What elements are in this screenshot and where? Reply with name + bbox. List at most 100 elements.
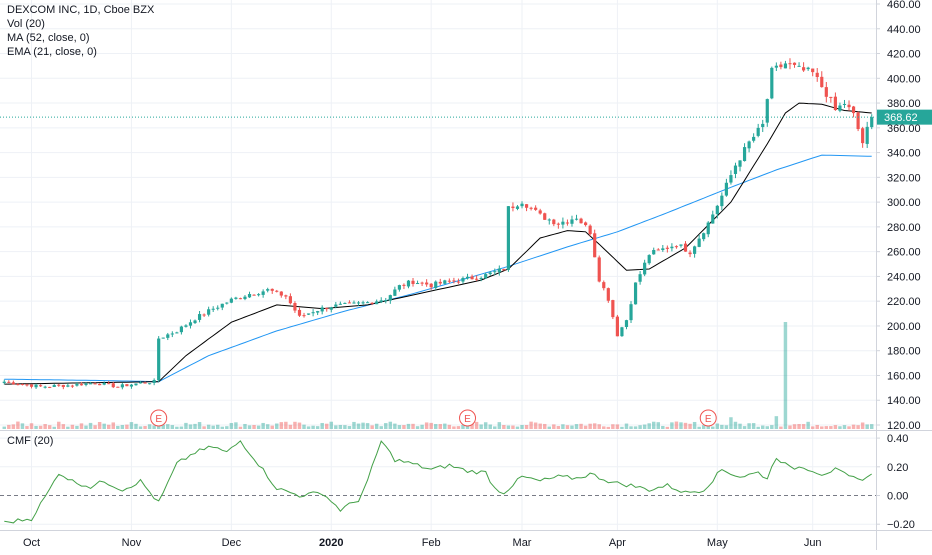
candle-body xyxy=(175,332,179,334)
candle-body xyxy=(665,247,669,249)
candle xyxy=(270,288,274,294)
candle xyxy=(629,301,633,323)
candle xyxy=(288,293,292,305)
volume-bar xyxy=(311,425,315,429)
volume-bar xyxy=(166,424,170,429)
candle xyxy=(184,324,188,328)
candle-body xyxy=(779,64,783,68)
candle xyxy=(2,379,6,385)
candle-body xyxy=(652,249,656,255)
candle xyxy=(48,386,52,389)
candle xyxy=(329,306,333,313)
volume-bar xyxy=(161,424,165,429)
candle xyxy=(316,310,320,316)
candle-body xyxy=(475,278,479,280)
candle-body xyxy=(257,294,261,296)
candle xyxy=(838,102,842,113)
candle-body xyxy=(752,136,756,141)
candle xyxy=(34,383,38,389)
volume-bar xyxy=(738,423,742,429)
candle-body xyxy=(143,382,147,384)
candle xyxy=(116,386,120,388)
candle xyxy=(697,234,701,248)
candle-body xyxy=(820,76,824,88)
candle-body xyxy=(420,282,424,284)
volume-bar xyxy=(470,422,474,429)
candle xyxy=(847,100,851,111)
candle-body xyxy=(543,213,547,220)
volume-bar xyxy=(279,422,284,429)
indicator-ma-label[interactable]: MA (52, close, 0) xyxy=(7,32,90,44)
volume-bar xyxy=(424,422,429,429)
candle-body xyxy=(134,383,138,386)
candle xyxy=(39,384,43,387)
candle-body xyxy=(193,320,197,324)
candle-body xyxy=(11,382,15,385)
candle xyxy=(347,300,352,304)
volume-bar xyxy=(179,426,184,429)
candle xyxy=(842,99,847,108)
candle xyxy=(343,302,347,304)
volume-bar xyxy=(302,424,306,429)
volume-bar xyxy=(275,423,279,429)
volume-bar xyxy=(443,423,447,429)
volume-bar xyxy=(574,424,579,429)
volume-bar xyxy=(293,421,297,429)
candle-body xyxy=(488,272,492,275)
candle-body xyxy=(125,384,129,387)
candle xyxy=(261,289,265,298)
volume-bar xyxy=(43,424,47,429)
candle xyxy=(552,218,556,227)
volume-bar xyxy=(20,423,25,429)
candle xyxy=(738,160,742,172)
cmf-legend[interactable]: CMF (20) xyxy=(7,435,53,447)
time-tick-label: Jun xyxy=(804,537,822,549)
candle-body xyxy=(234,297,238,299)
time-tick-label: 2020 xyxy=(319,537,343,549)
candle xyxy=(529,206,533,211)
volume-bar xyxy=(679,422,683,429)
candle xyxy=(252,294,256,296)
volume-bar xyxy=(783,322,788,429)
indicator-ema-label[interactable]: EMA (21, close, 0) xyxy=(7,46,97,58)
volume-bar xyxy=(88,422,93,429)
volume-bar xyxy=(493,426,497,429)
candle xyxy=(284,294,288,300)
volume-bar xyxy=(638,425,642,429)
volume-bar xyxy=(715,423,720,429)
volume-bar xyxy=(856,425,860,429)
candle-body xyxy=(39,385,43,387)
candle xyxy=(238,297,243,300)
volume-bar xyxy=(665,426,670,429)
volume-bar xyxy=(202,426,206,429)
candle-body xyxy=(66,385,70,387)
candle xyxy=(497,265,501,276)
volume-bar xyxy=(320,422,324,429)
volume-bar xyxy=(606,426,611,429)
candle-body xyxy=(838,105,842,111)
candle xyxy=(788,58,792,70)
candle xyxy=(411,277,415,287)
volume-bar xyxy=(547,426,551,429)
volume-bar xyxy=(147,424,152,429)
indicator-volume-label[interactable]: Vol (20) xyxy=(7,18,45,30)
candle xyxy=(638,271,642,285)
volume-bar xyxy=(429,422,433,429)
volume-bar xyxy=(515,426,520,429)
candle-body xyxy=(697,238,701,247)
chart-title[interactable]: DEXCOM INC, 1D, Cboe BZX xyxy=(7,4,155,16)
candle-body xyxy=(220,303,224,308)
candle-body xyxy=(561,221,565,225)
volume-bar xyxy=(238,426,243,429)
candle-body xyxy=(48,386,52,388)
candle-body xyxy=(611,300,615,318)
candle xyxy=(207,306,211,317)
candle-body xyxy=(320,307,324,312)
time-tick-label: Nov xyxy=(122,537,142,549)
candle xyxy=(211,306,215,312)
candle-body xyxy=(520,203,524,207)
volume-bar xyxy=(261,422,265,429)
candle xyxy=(470,274,474,280)
